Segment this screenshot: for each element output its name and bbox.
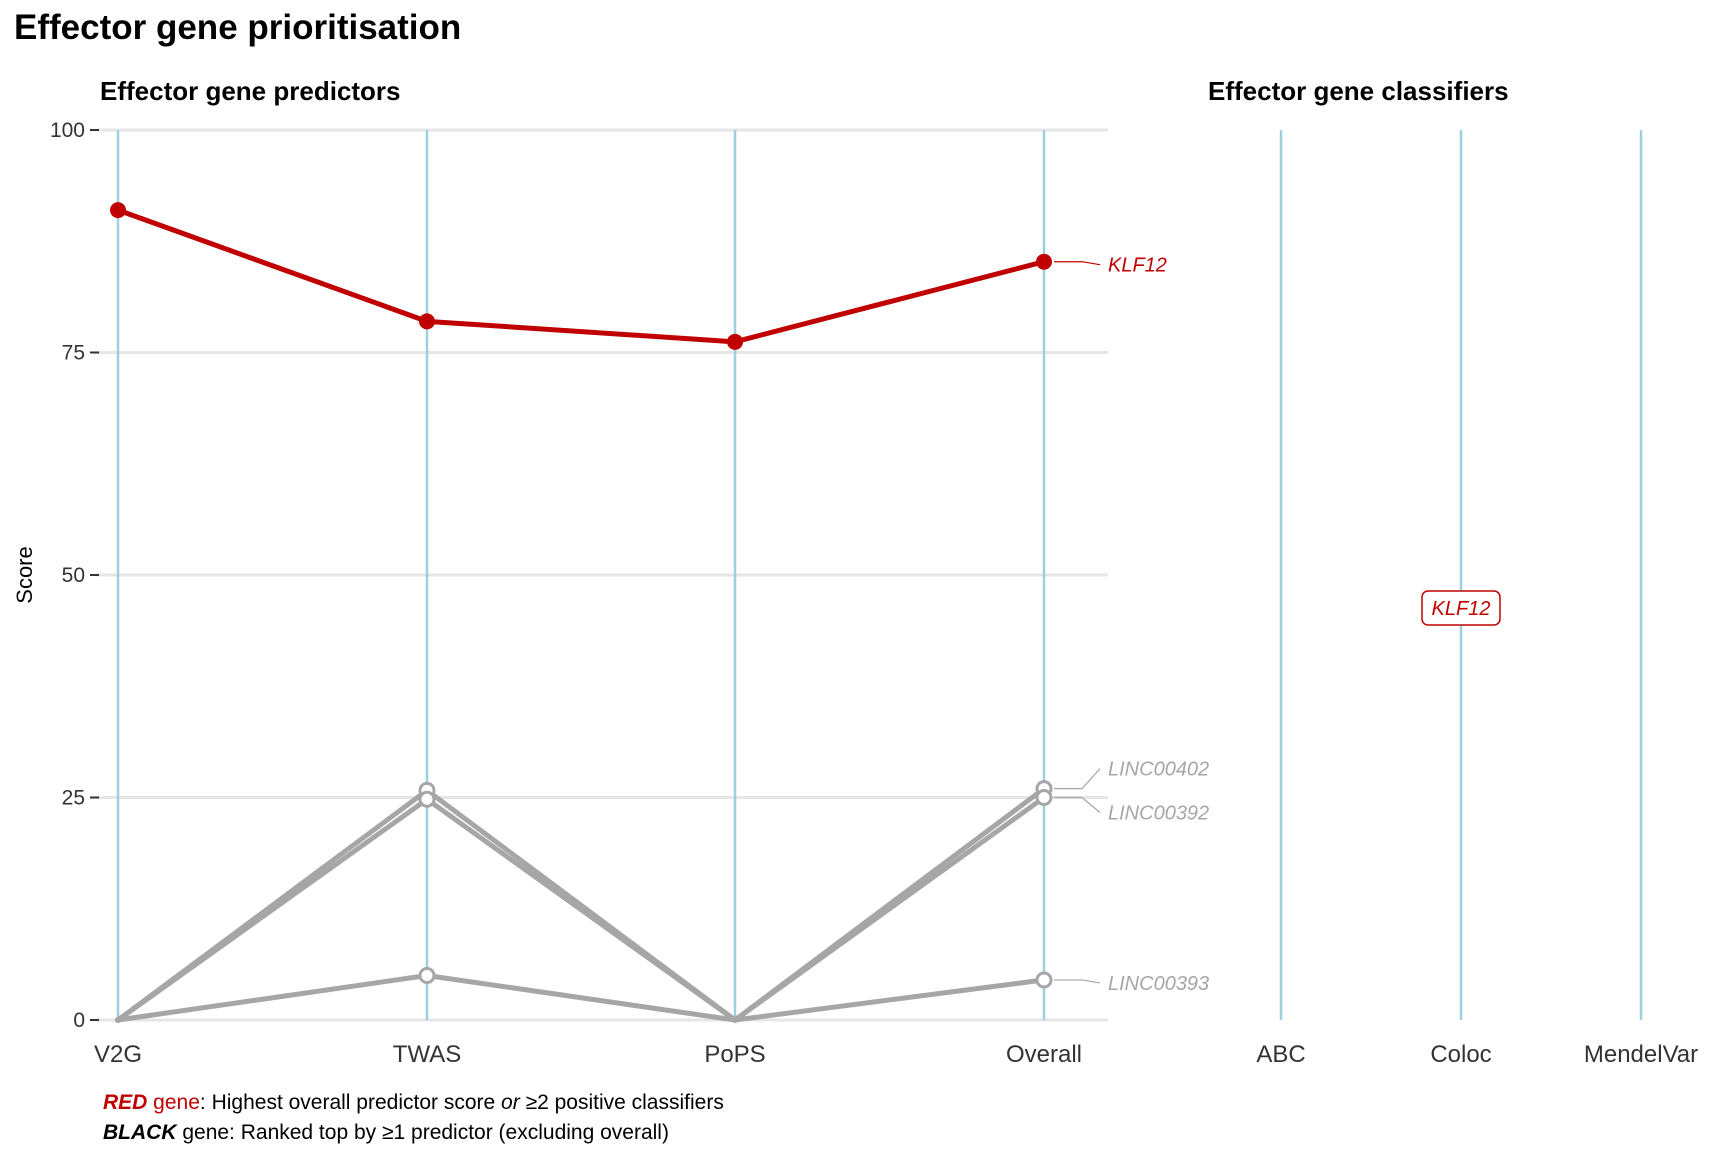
gene-label-connector (1054, 979, 1101, 984)
x-tick-label: Coloc (1430, 1041, 1491, 1068)
predictors-panel-title: Effector gene predictors (100, 76, 401, 106)
x-tick-label: ABC (1256, 1041, 1305, 1068)
classifiers-panel: Effector gene classifiers ABC Coloc MendelV… (1208, 76, 1698, 1068)
data-point (727, 333, 743, 350)
classifier-label-box (1421, 590, 1501, 626)
series-line (117, 973, 1045, 1023)
caption-line-red: RED gene: Highest overall predictor scor… (103, 1088, 724, 1118)
x-tick-label: V2G (94, 1041, 142, 1068)
caption-red-text-end: ≥2 positive classifiers (519, 1091, 724, 1114)
gene-label-connector (1054, 768, 1101, 790)
series-line (116, 786, 1046, 1023)
legend-caption: RED gene: Highest overall predictor scor… (103, 1088, 724, 1148)
classifier-gene-label: KLF12 (1432, 598, 1491, 620)
data-point (1036, 253, 1052, 270)
y-tick-label: 0 (73, 1009, 85, 1032)
data-point (1035, 971, 1053, 989)
x-tick-label: PoPS (704, 1041, 765, 1068)
classifiers-panel-title: Effector gene classifiers (1208, 76, 1509, 106)
caption-or-word: or (501, 1091, 520, 1114)
chart-title: Effector gene prioritisation (14, 8, 462, 47)
x-tick-label: Overall (1006, 1041, 1082, 1068)
gene-label: LINC00393 (1108, 973, 1209, 995)
data-point (418, 790, 436, 808)
predictors-panel: Effector gene predictors Score 0 25 50 75 100 V… (12, 76, 1209, 1068)
data-point (115, 1017, 121, 1023)
gene-label: LINC00392 (1108, 803, 1209, 825)
x-tick-label: TWAS (393, 1041, 461, 1068)
caption-red-word: RED (103, 1091, 148, 1114)
caption-black-text: gene: Ranked top by ≥1 predictor (exclud… (176, 1121, 669, 1144)
gene-label-connector (1054, 261, 1101, 266)
gene-label-connector (1054, 796, 1101, 813)
series-line (116, 795, 1046, 1023)
caption-red-gene: gene (147, 1091, 200, 1114)
caption-black-word: BLACK (103, 1121, 177, 1144)
data-point (732, 1017, 738, 1023)
data-point (418, 967, 436, 984)
data-point (110, 202, 126, 219)
caption-line-black: BLACK gene: Ranked top by ≥1 predictor (… (103, 1118, 724, 1148)
data-point (419, 313, 435, 330)
gene-label: KLF12 (1108, 255, 1167, 277)
gene-label: LINC00402 (1108, 759, 1209, 781)
y-axis-title: Score (12, 546, 37, 603)
y-tick-label: 75 (62, 342, 85, 365)
series-line (117, 207, 1045, 345)
y-tick-label: 100 (50, 119, 85, 142)
y-tick-label: 25 (62, 787, 85, 810)
x-tick-label: MendelVar (1584, 1041, 1698, 1068)
data-point (1035, 789, 1053, 806)
y-tick-label: 50 (62, 564, 85, 587)
caption-red-text: : Highest overall predictor score (199, 1091, 502, 1114)
